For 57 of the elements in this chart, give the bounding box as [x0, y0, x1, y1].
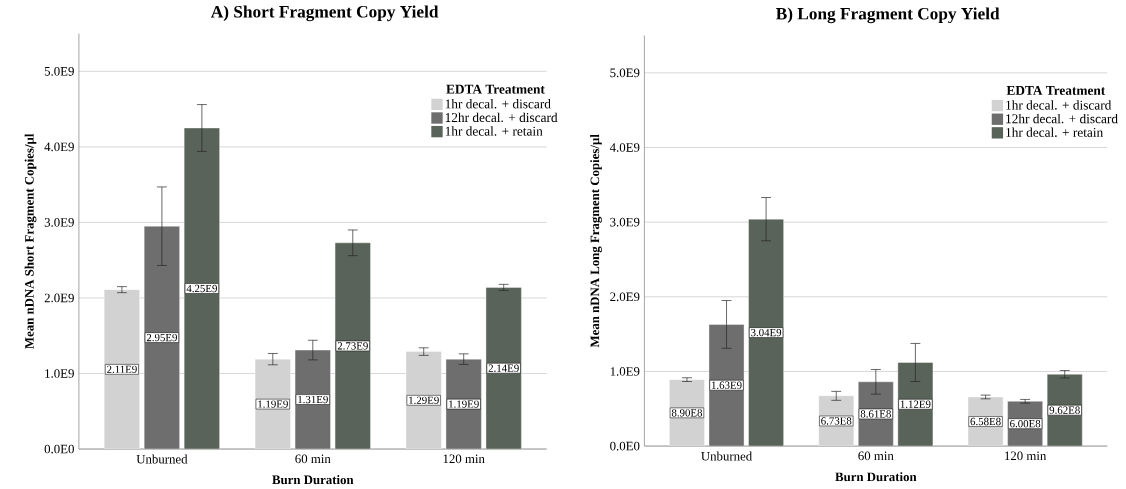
legend-label: 1hr decal. + retain	[445, 126, 543, 136]
data-label: 3.04E9	[751, 329, 782, 337]
y-axis-title: Mean nDNA Short Fragment Copies/µl	[24, 134, 37, 350]
y-tick-label: 1.0E9	[45, 369, 74, 379]
y-tick-label: 5.0E9	[44, 67, 74, 76]
y-tick-label: 1.0E9	[610, 367, 640, 377]
bar	[143, 226, 180, 450]
x-tick-label: Unburned	[701, 451, 753, 461]
x-tick-label: 60 min	[858, 451, 894, 461]
data-label: 1.12E9	[900, 400, 931, 409]
y-tick-label: 0.0E0	[610, 441, 640, 451]
x-tick-label: 60 min	[295, 454, 331, 464]
y-tick-label: 3.0E9	[610, 218, 640, 227]
legend-title: EDTA Treatment	[1006, 86, 1106, 96]
chart-title: A) Short Fragment Copy Yield	[210, 5, 439, 22]
data-label: 6.73E8	[821, 417, 852, 425]
data-label: 6.58E8	[970, 418, 1001, 426]
legend-label: 1hr decal. + discard	[445, 99, 551, 109]
legend-label: 12hr decal. + discard	[445, 112, 558, 123]
y-tick-label: 5.0E9	[610, 68, 640, 78]
data-label: 2.95E9	[146, 334, 177, 342]
data-label: 1.29E9	[409, 396, 439, 405]
x-axis-title: Burn Duration	[835, 472, 917, 482]
data-label: 1.19E9	[258, 400, 288, 408]
x-tick-label: Unburned	[136, 454, 188, 464]
x-axis-title: Burn Duration	[272, 475, 354, 485]
data-label: 6.00E8	[1010, 420, 1041, 428]
data-label: 9.62E8	[1049, 406, 1080, 415]
data-label: 1.19E9	[449, 400, 479, 408]
bar	[748, 219, 784, 447]
x-tick-label: 120 min	[443, 454, 485, 464]
data-label: 1.63E9	[711, 381, 742, 390]
y-tick-label: 4.0E9	[609, 143, 640, 153]
legend-title: EDTA Treatment	[446, 85, 545, 94]
data-label: 2.73E9	[337, 342, 368, 350]
y-tick-label: 2.0E9	[44, 293, 74, 303]
y-axis-title: Mean nDNA Long Fragment Copies/µl	[590, 134, 602, 348]
y-tick-label: 3.0E9	[44, 218, 74, 228]
y-tick-label: 4.0E9	[44, 142, 74, 152]
data-label: 8.61E8	[860, 410, 891, 418]
bar	[485, 287, 522, 450]
bar	[708, 324, 745, 447]
legend-label: 12hr decal. + discard	[1006, 114, 1118, 124]
legend-label: 1hr decal. + discard	[1006, 100, 1112, 110]
y-tick-label: 2.0E9	[610, 292, 640, 302]
bar	[294, 350, 331, 450]
data-label: 2.11E9	[107, 365, 137, 374]
data-label: 8.90E8	[671, 409, 703, 417]
y-tick-label: 0.0E0	[44, 444, 74, 454]
data-label: 1.31E9	[298, 396, 328, 404]
x-tick-label: 120 min	[1005, 451, 1047, 461]
bar	[334, 242, 371, 450]
bar	[183, 128, 220, 450]
legend-label: 1hr decal. + retain	[1006, 127, 1103, 138]
data-label: 4.25E9	[186, 285, 217, 293]
data-label: 2.14E9	[488, 364, 519, 373]
chart-title: B) Long Fragment Copy Yield	[776, 7, 1000, 24]
